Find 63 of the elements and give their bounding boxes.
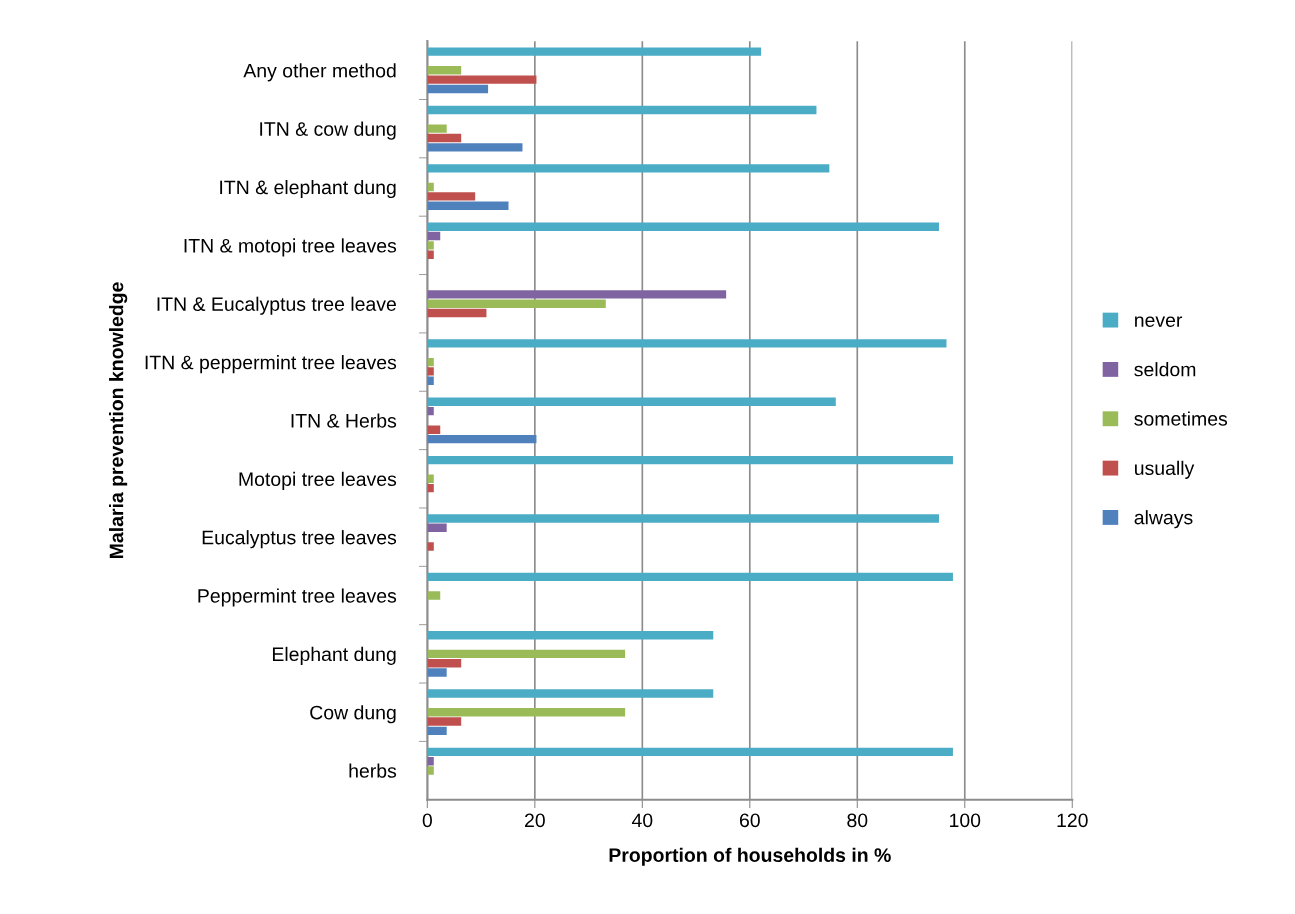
y-tick-label: Peppermint tree leaves [198,588,397,607]
bar [427,124,447,133]
y-tick-label: Eucalyptus tree leaves [202,530,397,549]
legend-label: always [1134,510,1193,529]
y-tick-label: ITN & cow dung [260,121,396,140]
legend-label: seldom [1134,362,1196,377]
bar [427,66,462,75]
legend-label: usually [1135,460,1195,479]
y-tick-label: ITN & peppermint tree leaves [145,355,397,374]
x-tick-label: 60 [739,813,760,828]
bar [427,572,953,582]
y-tick-label: Motopi tree leaves [239,471,397,490]
legend-label: sometimes [1134,411,1228,426]
bar [427,542,434,551]
bar [427,397,836,406]
bar [427,668,447,677]
bar [427,105,817,115]
y-tick-label: Cow dung [310,705,396,724]
legend-label: never [1135,316,1183,328]
bar [427,747,953,757]
bar [427,717,462,726]
x-tick-label: 120 [1057,813,1088,828]
bar [427,133,462,143]
y-tick-label: ITN & motopi tree leaves [184,238,397,257]
y-tick-label: ITN & Eucalyptus tree leave [157,296,396,315]
x-tick-label: 20 [525,813,545,828]
x-axis-title: Proportion of households in % [609,847,891,866]
bar [427,659,462,668]
bar [427,222,939,231]
y-tick-label: ITN & Herbs [291,413,397,428]
bar [427,514,939,523]
bar [427,434,537,444]
bar [427,766,434,775]
bar [427,84,489,94]
bar [427,367,434,376]
bar [427,591,441,600]
bar [427,164,830,173]
bar [427,241,434,250]
bar [427,523,447,533]
bar [427,339,947,348]
bar [427,299,606,308]
bar [427,455,953,465]
bar [427,726,447,736]
bar [427,708,626,717]
bar [427,75,537,84]
y-tick-label: Elephant dung [272,646,396,665]
y-axis-title: Malaria prevention knowledge [109,282,128,558]
x-tick-label: 80 [847,813,868,828]
bar [427,308,487,318]
y-tick-label: ITN & elephant dung [220,179,396,199]
y-tick-label: Any other method [243,63,396,82]
bar [427,649,626,659]
bar [427,630,714,640]
bar [427,689,714,698]
x-tick-label: 100 [950,813,981,828]
bar [427,201,509,210]
bar [427,143,523,152]
y-tick-label: herbs [349,763,397,778]
x-tick-label: 40 [631,813,653,828]
bar [427,47,762,56]
x-tick-label: 0 [422,813,432,828]
bar [427,290,727,299]
bar [427,192,476,201]
